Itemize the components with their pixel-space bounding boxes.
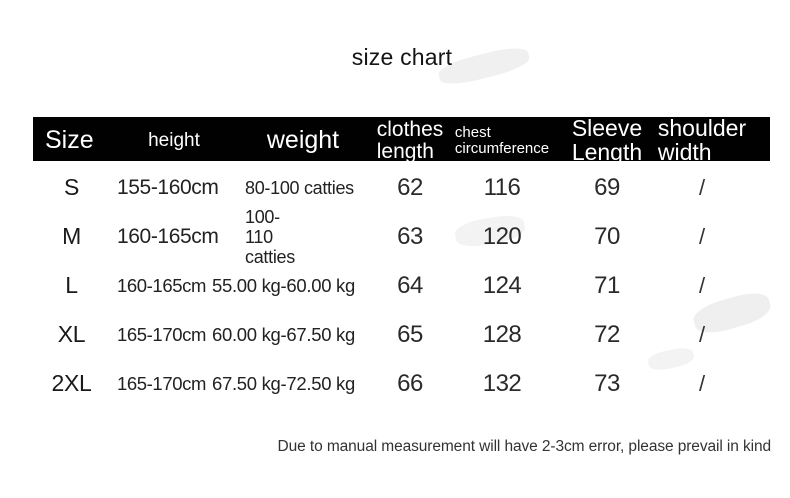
- cell-shoulder-width: /: [698, 272, 706, 298]
- cell-weight: 80-100 catties: [245, 177, 354, 198]
- col-header-shoulder-width: shoulder width: [657, 117, 747, 161]
- cell-chest-circumference: 132: [482, 369, 522, 397]
- col-header-weight: weight: [266, 125, 340, 154]
- cell-sleeve-length: 70: [594, 222, 620, 250]
- cell-shoulder-width: /: [698, 223, 706, 249]
- cell-shoulder-width: /: [698, 174, 706, 200]
- cell-weight: 100-110 catties: [245, 206, 295, 267]
- cell-height-weight: 165-170cm 60.00 kg-67.50 kg: [110, 324, 368, 346]
- cell-sleeve-length: 71: [594, 271, 620, 299]
- table-row-s: S 155-160cm 80-100 catties 62 116 69 /: [33, 163, 770, 212]
- cell-height-weight: 160-165cm 55.00 kg-60.00 kg: [110, 275, 368, 297]
- cell-clothes-length: 62: [397, 173, 423, 201]
- cell-chest-circumference: 116: [483, 173, 521, 201]
- cell-height: 155-160cm: [117, 175, 219, 199]
- cell-size: L: [65, 272, 78, 298]
- col-header-chest-circumference: chest circumference: [454, 124, 550, 157]
- cell-height: 165-170cm: [117, 372, 206, 394]
- cell-weight: 55.00 kg-60.00 kg: [211, 274, 355, 296]
- col-header-sleeve-length: Sleeve Length: [571, 117, 643, 161]
- cell-clothes-length: 66: [397, 369, 423, 397]
- cell-chest-circumference: 124: [482, 271, 522, 299]
- cell-size: XL: [57, 321, 86, 347]
- table-body: S 155-160cm 80-100 catties 62 116 69 / M…: [33, 163, 770, 408]
- page-title: size chart: [351, 44, 453, 70]
- cell-size: 2XL: [51, 370, 92, 396]
- cell-sleeve-length: 69: [594, 173, 620, 201]
- cell-weight: 67.50 kg-72.50 kg: [211, 372, 355, 394]
- cell-height-weight: 165-170cm 67.50 kg-72.50 kg: [110, 373, 368, 395]
- cell-height-weight: 160-165cm 100-110 catties: [110, 206, 368, 266]
- cell-height: 160-165cm: [117, 274, 206, 296]
- table-row-xl: XL 165-170cm 60.00 kg-67.50 kg 65 128 72…: [33, 310, 770, 359]
- cell-sleeve-length: 72: [594, 320, 620, 348]
- cell-size: M: [62, 223, 81, 249]
- cell-height-weight: 155-160cm 80-100 catties: [110, 176, 368, 200]
- col-header-clothes-length: clothes length: [376, 118, 444, 161]
- cell-height: 165-170cm: [117, 323, 206, 345]
- cell-size: S: [63, 174, 80, 200]
- cell-sleeve-length: 73: [594, 369, 620, 397]
- cell-clothes-length: 63: [397, 222, 423, 250]
- table-row-l: L 160-165cm 55.00 kg-60.00 kg 64 124 71 …: [33, 261, 770, 310]
- cell-chest-circumference: 128: [482, 320, 522, 348]
- measurement-error-note: Due to manual measurement will have 2-3c…: [277, 438, 772, 455]
- cell-clothes-length: 65: [397, 320, 423, 348]
- cell-clothes-length: 64: [397, 271, 423, 299]
- cell-chest-circumference: 120: [482, 222, 522, 250]
- cell-height: 160-165cm: [117, 224, 219, 248]
- size-table: Size height weight clothes length chest …: [33, 117, 770, 408]
- col-header-height: height: [148, 129, 200, 151]
- col-header-size: Size: [45, 125, 94, 154]
- cell-shoulder-width: /: [698, 321, 706, 347]
- cell-weight: 60.00 kg-67.50 kg: [211, 323, 355, 345]
- table-header-row: Size height weight clothes length chest …: [33, 117, 770, 161]
- table-row-m: M 160-165cm 100-110 catties 63 120 70 /: [33, 206, 770, 266]
- cell-shoulder-width: /: [698, 370, 706, 396]
- table-row-2xl: 2XL 165-170cm 67.50 kg-72.50 kg 66 132 7…: [33, 359, 770, 408]
